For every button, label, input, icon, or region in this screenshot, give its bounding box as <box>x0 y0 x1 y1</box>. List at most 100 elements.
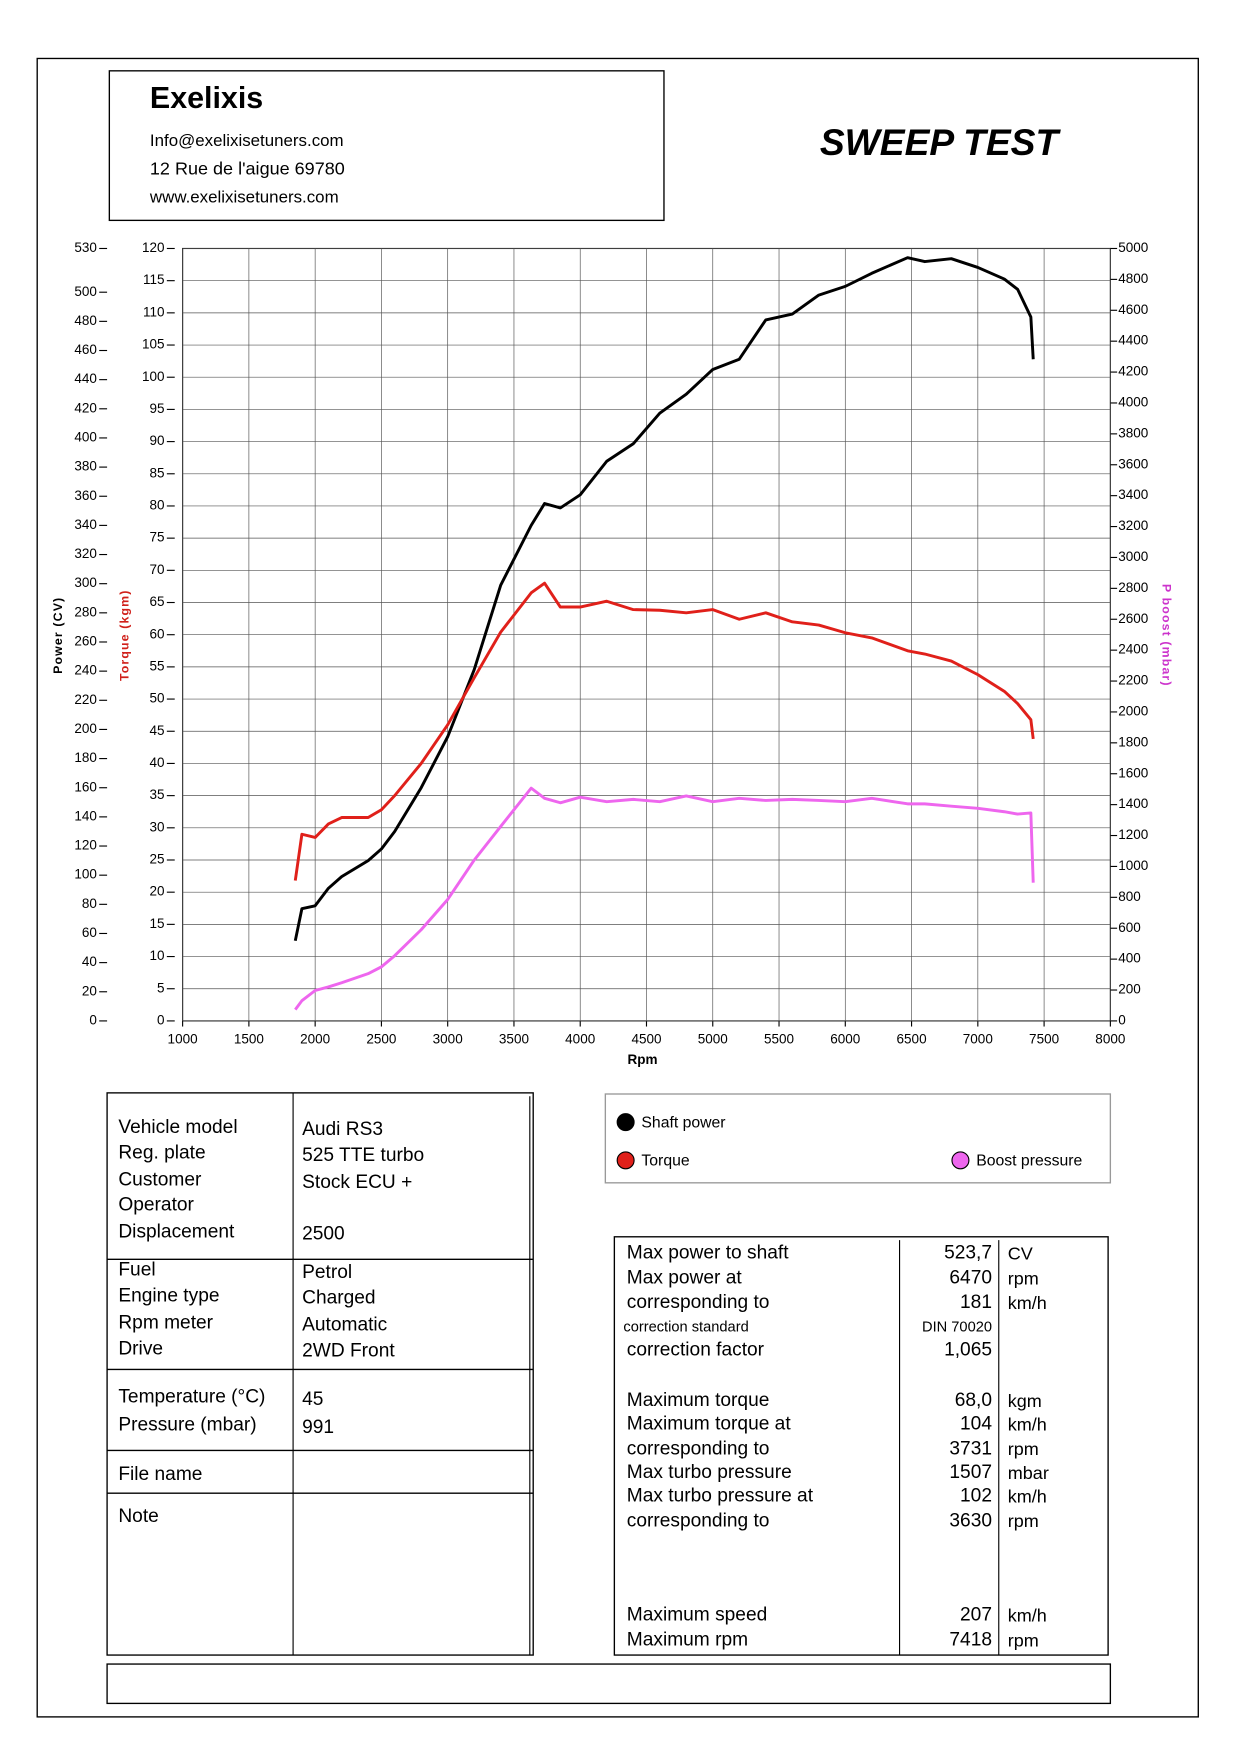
power-tick-label: 180 <box>74 750 97 765</box>
legend-label: Boost pressure <box>976 1153 1082 1170</box>
boost-tick-label: 1000 <box>1118 858 1148 873</box>
power-tick-label: 280 <box>74 604 97 619</box>
boost-tick-label: 1600 <box>1118 765 1148 780</box>
field-label: Fuel <box>118 1260 155 1281</box>
field-value: Stock ECU + <box>302 1172 412 1193</box>
result-value: 68,0 <box>955 1390 992 1411</box>
torque-tick-label: 5 <box>157 980 165 995</box>
power-tick-label: 120 <box>74 838 97 853</box>
torque-tick-label: 40 <box>150 755 165 770</box>
field-label: Operator <box>118 1194 194 1215</box>
boost-tick-label: 1400 <box>1118 796 1148 811</box>
boost-tick-label: 5000 <box>1118 240 1148 255</box>
power-tick-label: 20 <box>82 983 97 998</box>
torque-tick-label: 10 <box>150 948 165 963</box>
field-label: File name <box>118 1464 202 1485</box>
field-label: Rpm meter <box>118 1312 213 1333</box>
x-tick-label: 1500 <box>234 1032 264 1047</box>
result-value: 1507 <box>949 1462 992 1483</box>
company-name: Exelixis <box>150 81 263 115</box>
boost-tick-label: 1800 <box>1118 734 1148 749</box>
result-unit: CV <box>1008 1244 1033 1264</box>
torque-tick-label: 110 <box>143 304 165 319</box>
power-tick-label: 200 <box>74 721 97 736</box>
result-value: DIN 70020 <box>922 1320 992 1336</box>
power-tick-label: 420 <box>74 400 97 415</box>
result-unit: km/h <box>1008 1606 1047 1626</box>
field-label: Engine type <box>118 1285 219 1306</box>
boost-tick-label: 2400 <box>1118 642 1148 657</box>
boost-tick-label: 4800 <box>1118 271 1148 286</box>
boost-tick-label: 600 <box>1118 920 1141 935</box>
power-tick-label: 460 <box>74 342 97 357</box>
power-tick-label: 340 <box>74 517 97 532</box>
x-tick-label: 8000 <box>1095 1032 1125 1047</box>
email: Info@exelixisetuners.com <box>150 131 344 150</box>
result-value: 181 <box>960 1292 992 1313</box>
power-tick-label: 480 <box>74 313 97 328</box>
torque-tick-label: 55 <box>150 658 165 673</box>
field-label: Pressure (mbar) <box>118 1415 256 1436</box>
result-unit: rpm <box>1008 1630 1039 1650</box>
x-axis-title: Rpm <box>628 1052 658 1067</box>
power-tick-label: 40 <box>82 954 97 969</box>
result-value: 3731 <box>949 1438 992 1459</box>
x-tick-label: 7000 <box>963 1032 993 1047</box>
x-tick-label: 3500 <box>499 1032 529 1047</box>
legend-swatch <box>951 1151 970 1170</box>
boost-tick-label: 3400 <box>1118 487 1148 502</box>
website: www.exelixisetuners.com <box>149 187 339 206</box>
torque-tick-label: 80 <box>150 498 165 513</box>
boost-tick-label: 4000 <box>1118 395 1148 410</box>
boost-tick-label: 400 <box>1118 951 1141 966</box>
x-tick-label: 4000 <box>565 1032 595 1047</box>
boost-tick-label: 200 <box>1118 982 1141 997</box>
test-title: SWEEP TEST <box>820 121 1062 163</box>
torque-tick-label: 95 <box>150 401 165 416</box>
field-label: Customer <box>118 1170 202 1191</box>
boost-tick-label: 2000 <box>1118 704 1148 719</box>
field-value: 45 <box>302 1389 323 1410</box>
legend-swatch <box>616 1151 635 1170</box>
legend-label: Shaft power <box>641 1114 725 1131</box>
field-value: Petrol <box>302 1262 352 1283</box>
boost-tick-label: 2600 <box>1118 611 1148 626</box>
result-value: 102 <box>960 1486 992 1507</box>
torque-tick-label: 90 <box>150 433 165 448</box>
header-box <box>108 70 665 222</box>
address: 12 Rue de l'aigue 69780 <box>150 159 345 179</box>
power-tick-label: 320 <box>74 546 97 561</box>
x-tick-label: 6000 <box>830 1032 860 1047</box>
boost-tick-label: 0 <box>1118 1012 1126 1027</box>
field-label: Reg. plate <box>118 1143 205 1164</box>
power-tick-label: 140 <box>74 808 97 823</box>
legend-box <box>604 1093 1112 1184</box>
power-tick-label: 240 <box>74 663 97 678</box>
power-tick-label: 100 <box>74 867 97 882</box>
boost-tick-label: 1200 <box>1118 827 1148 842</box>
result-label: Maximum rpm <box>627 1630 748 1651</box>
result-value: 523,7 <box>944 1243 992 1264</box>
torque-tick-label: 25 <box>150 852 165 867</box>
boost-tick-label: 3200 <box>1118 518 1148 533</box>
result-value: 7418 <box>949 1630 992 1651</box>
torque-tick-label: 30 <box>150 819 165 834</box>
torque-tick-label: 0 <box>157 1012 165 1027</box>
torque-tick-label: 115 <box>143 272 165 287</box>
series-line <box>294 786 1035 1011</box>
torque-tick-label: 105 <box>142 337 165 352</box>
field-value: 2500 <box>302 1224 345 1245</box>
x-tick-label: 7500 <box>1029 1032 1059 1047</box>
power-tick-label: 530 <box>74 240 97 255</box>
boost-tick-label: 4200 <box>1118 364 1148 379</box>
power-axis-title: Power (CV) <box>51 597 65 674</box>
power-tick-label: 220 <box>74 692 97 707</box>
result-label: Max turbo pressure <box>627 1462 792 1483</box>
result-value: 1,065 <box>944 1339 992 1360</box>
result-label: correction factor <box>627 1339 765 1360</box>
boost-tick-label: 800 <box>1118 889 1141 904</box>
torque-tick-label: 70 <box>150 562 165 577</box>
power-tick-label: 380 <box>74 459 97 474</box>
power-tick-label: 300 <box>74 575 97 590</box>
